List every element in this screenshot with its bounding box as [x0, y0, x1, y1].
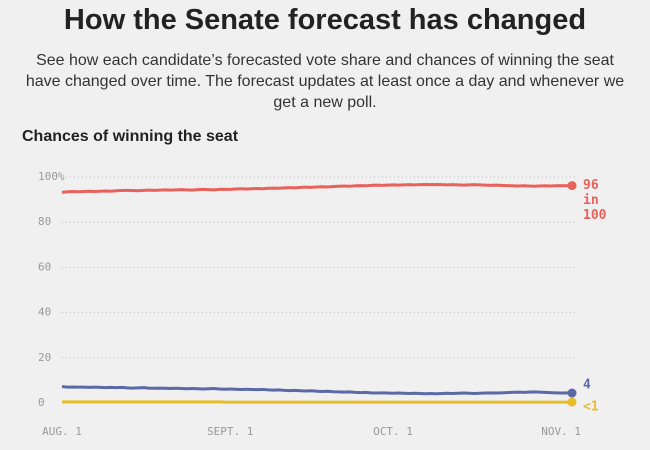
x-tick-label: OCT. 1	[373, 425, 413, 438]
end-label: 4	[583, 378, 591, 393]
series-line	[61, 385, 573, 396]
end-label: 96	[583, 178, 599, 193]
end-point	[567, 388, 577, 398]
y-tick-label: 40	[38, 306, 51, 319]
subtitle: See how each candidate’s forecasted vote…	[25, 52, 625, 111]
x-tick-label: SEPT. 1	[207, 425, 253, 438]
end-label: in	[583, 193, 599, 208]
series-line	[61, 182, 573, 194]
chart-title: Chances of winning the seat	[22, 128, 239, 145]
y-tick-label: 0	[38, 396, 45, 409]
end-point	[567, 181, 577, 191]
y-tick-label: 20	[38, 351, 51, 364]
x-tick-label: AUG. 1	[42, 425, 82, 438]
y-tick-label: 100%	[38, 170, 65, 183]
page-title: How the Senate forecast has changed	[63, 4, 587, 36]
x-tick-label: NOV. 1	[541, 425, 581, 438]
end-point	[567, 397, 577, 407]
end-label: <1	[583, 400, 599, 415]
y-tick-label: 60	[38, 260, 51, 273]
end-label: 100	[583, 208, 607, 223]
y-tick-label: 80	[38, 215, 51, 228]
